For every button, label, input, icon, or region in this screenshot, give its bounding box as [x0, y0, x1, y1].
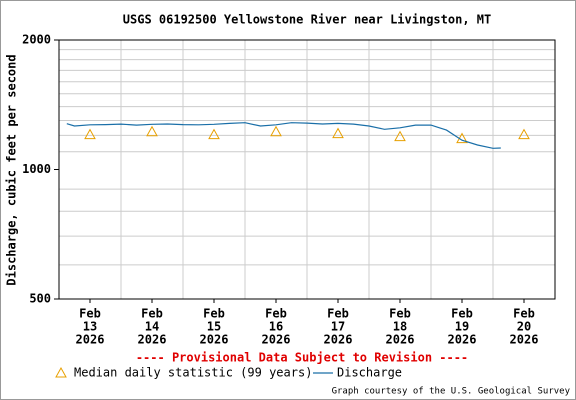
x-tick-label: 15 [207, 320, 221, 334]
median-marker [518, 128, 530, 140]
x-tick-label: Feb [451, 307, 473, 321]
x-tick-label: 13 [83, 320, 97, 334]
x-tick-label: 14 [145, 320, 159, 334]
x-tick-label: Feb [141, 307, 163, 321]
x-tick-label: 2026 [262, 333, 291, 347]
x-tick-label: Feb [327, 307, 349, 321]
x-tick-label: 2026 [386, 333, 415, 347]
legend-label: Median daily statistic (99 years) [74, 366, 312, 380]
x-tick-label: Feb [389, 307, 411, 321]
plot-border [58, 39, 556, 300]
x-tick-label: 18 [393, 320, 407, 334]
legend-marker [55, 366, 67, 378]
x-tick-label: 19 [455, 320, 469, 334]
median-marker [146, 125, 158, 137]
x-tick-label: 2026 [138, 333, 167, 347]
x-tick-label: 20 [517, 320, 531, 334]
median-marker [84, 128, 96, 140]
y-tick-label: 2000 [22, 33, 51, 47]
x-tick-label: 2026 [200, 333, 229, 347]
x-tick-label: Feb [513, 307, 535, 321]
x-tick-label: Feb [79, 307, 101, 321]
y-tick-label: 1000 [22, 162, 51, 176]
x-tick-label: 2026 [324, 333, 353, 347]
x-tick-label: 2026 [76, 333, 105, 347]
x-tick-label: 2026 [510, 333, 539, 347]
legend-label: Discharge [337, 366, 402, 380]
x-tick-label: 17 [331, 320, 345, 334]
discharge-line [66, 122, 501, 149]
provisional-note: ---- Provisional Data Subject to Revisio… [136, 351, 468, 365]
x-tick-label: 2026 [448, 333, 477, 347]
median-marker [208, 128, 220, 140]
x-tick-label: 16 [269, 320, 283, 334]
credit: Graph courtesy of the U.S. Geological Su… [332, 387, 571, 397]
y-tick-label: 500 [29, 292, 51, 306]
chart-title: USGS 06192500 Yellowstone River near Liv… [123, 13, 491, 27]
x-tick-label: Feb [203, 307, 225, 321]
median-marker [394, 130, 406, 142]
y-axis-label: Discharge, cubic feet per second [5, 54, 19, 285]
median-marker [270, 125, 282, 137]
median-marker [332, 127, 344, 139]
x-tick-label: Feb [265, 307, 287, 321]
